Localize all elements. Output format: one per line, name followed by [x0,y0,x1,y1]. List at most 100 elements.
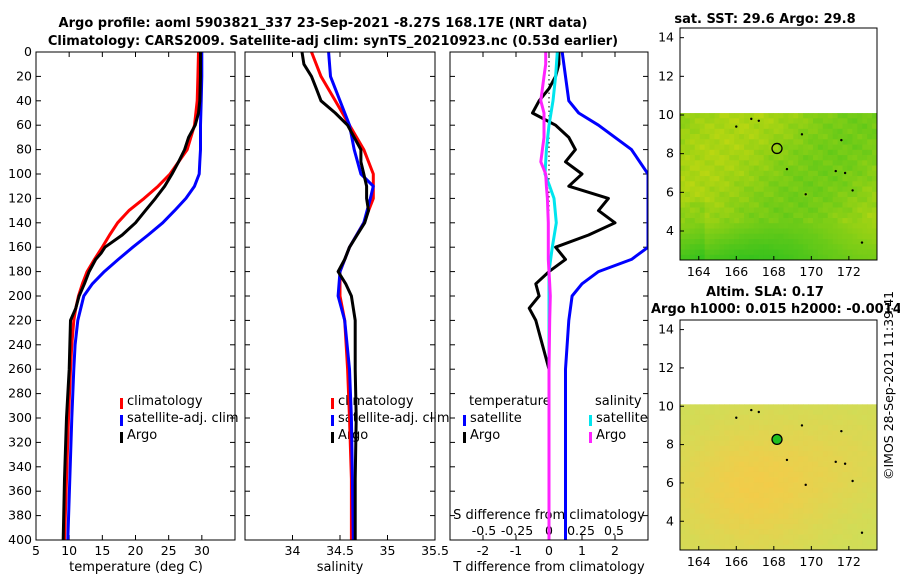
map-x-tick-label: 164 [687,264,711,279]
sla-cell [739,534,745,540]
sst-cell [729,228,735,235]
sst-cell [739,139,745,145]
sla-cell [867,409,873,416]
sla-cell [758,466,765,473]
sst-cell [694,244,701,250]
sst-cell [729,165,735,172]
sla-cell [778,544,784,551]
sla-cell [803,445,809,452]
sst-cell [803,165,809,172]
sla-cell [872,419,878,426]
sst-cell [704,244,710,250]
depth-tick-label: 180 [8,264,32,279]
sla-cell [862,404,868,410]
sla-cell [822,477,829,483]
sst-cell [822,207,829,214]
sla-cell [808,539,814,546]
sst-cell [778,207,784,214]
sla-cell [803,508,809,514]
sla-cell [783,529,789,535]
sla-cell [822,414,829,421]
sst-cell [798,155,804,161]
sla-cell [719,430,725,436]
sla-cell [694,529,701,535]
sst-cell [744,239,750,245]
sla-cell [773,518,779,525]
sst-cell [739,134,745,140]
sst-cell [857,197,863,203]
sla-cell [689,425,696,431]
sla-cell [768,492,774,499]
sst-cell [704,202,710,208]
sst-cell [744,160,750,166]
sla-cell [748,435,755,442]
sla-cell [748,425,755,431]
depth-tick-label: 340 [8,459,32,474]
sla-cell [714,430,720,436]
sla-cell [689,404,696,410]
sst-cell [694,118,701,124]
sla-cell [783,419,789,426]
sla-cell [793,435,799,442]
sst-cell [739,233,745,240]
map-x-tick-label: 170 [799,554,823,569]
map-y-tick-label: 6 [666,184,674,199]
sla-cell [719,404,725,410]
sst-cell [837,170,843,177]
sla-cell [852,430,858,436]
sla-cell [704,482,710,488]
legend-s-satellite: satellite [596,411,648,426]
sla-cell [827,466,834,473]
sst-cell [758,186,765,193]
sla-cell [837,430,843,436]
sla-cell [798,435,804,442]
sla-cell [680,492,686,499]
sla-cell [778,508,784,514]
sla-cell [842,497,848,504]
sst-cell [768,228,774,235]
sst-cell [812,218,819,224]
sst-cell [778,118,784,124]
sla-cell [684,425,691,431]
sla-cell [862,445,868,452]
sla-cell [852,497,858,504]
sst-cell [862,218,868,224]
sla-cell [699,539,706,546]
island-marker [804,193,807,196]
island-marker [840,429,843,433]
sla-cell [832,534,838,540]
sla-cell [827,461,834,468]
sst-cell [719,233,725,240]
sst-cell [704,160,710,166]
sst-cell [699,223,706,229]
sla-cell [842,414,848,421]
sst-cell [724,202,730,208]
sla-cell [803,456,809,462]
sst-cell [793,197,799,203]
sst-cell [763,244,770,250]
sst-cell [867,134,873,140]
sla-cell [822,425,829,431]
sla-cell [744,466,750,473]
sst-cell [739,144,745,151]
sla-cell [842,435,848,442]
sst-cell [714,176,720,182]
sst-cell [699,160,706,166]
sst-cell [788,113,794,119]
sla-cell [709,466,715,473]
sla-cell [798,477,804,483]
sst-cell [832,197,838,203]
sst-cell [837,134,843,140]
x-tick-label: 5 [32,543,40,558]
sst-cell [798,118,804,124]
sst-cell [768,139,774,145]
sst-cell [724,181,730,187]
sla-cell [680,513,686,520]
sst-cell [724,244,730,250]
sst-cell [798,233,804,240]
sla-cell [699,497,706,504]
sst-cell [734,165,740,172]
sst-cell [832,113,838,119]
sst-cell [724,191,730,198]
s-diff-tick-050: 0.5 [604,523,624,538]
